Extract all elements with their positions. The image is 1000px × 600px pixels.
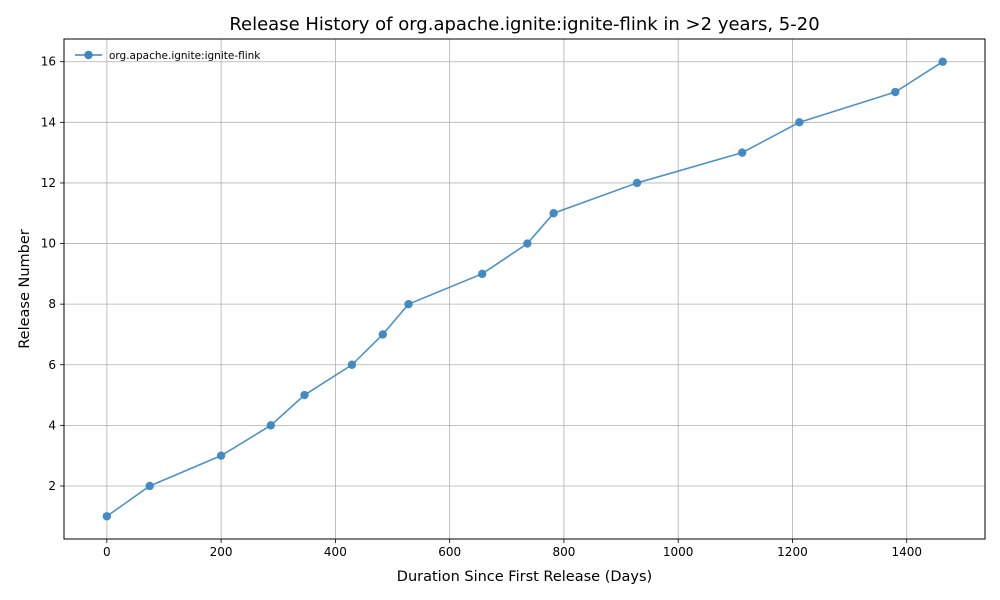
x-tick-label: 800 (552, 545, 575, 559)
data-point (378, 330, 388, 339)
series-layer (102, 57, 947, 521)
x-axis-ticks: 0 200 400 600 800 1000 1200 1400 (103, 539, 922, 559)
y-tick-label: 10 (41, 237, 56, 251)
data-point (216, 451, 226, 460)
legend-point-marker (84, 50, 93, 60)
data-point (938, 57, 947, 66)
y-tick-label: 12 (41, 176, 56, 190)
x-tick-label: 0 (103, 545, 111, 559)
x-tick-label: 1400 (891, 545, 922, 559)
data-point (300, 390, 309, 400)
y-tick-label: 6 (48, 358, 56, 372)
x-axis-title: Duration Since First Release (Days) (397, 569, 652, 585)
data-point (523, 239, 532, 248)
data-point (737, 148, 747, 157)
x-tick-label: 400 (324, 545, 347, 559)
y-tick-label: 16 (41, 55, 56, 69)
x-tick-label: 1200 (777, 545, 808, 559)
y-axis-ticks: 2 4 6 8 10 12 14 16 (41, 55, 64, 493)
chart-title: Release History of org.apache.ignite:ign… (229, 14, 819, 35)
data-point (478, 269, 487, 279)
data-point (347, 360, 357, 369)
x-tick-label: 200 (210, 545, 233, 559)
data-point (102, 512, 112, 521)
data-point (795, 118, 804, 127)
plot-frame (63, 38, 986, 540)
data-point (632, 178, 642, 188)
x-tick-label: 600 (438, 545, 461, 559)
data-point (891, 87, 900, 97)
y-tick-label: 2 (48, 479, 56, 493)
y-tick-label: 8 (48, 297, 56, 311)
y-axis-title: Release Number (17, 229, 33, 349)
series-line (106, 61, 944, 517)
data-point (549, 209, 558, 218)
y-tick-label: 14 (41, 115, 56, 129)
y-tick-label: 4 (48, 418, 56, 432)
x-tick-label: 1000 (663, 545, 694, 559)
legend-label: org.apache.ignite:ignite-flink (109, 50, 261, 62)
data-point (145, 481, 154, 491)
legend: org.apache.ignite:ignite-flink (75, 50, 261, 62)
data-point (404, 299, 413, 309)
data-point (266, 421, 276, 430)
